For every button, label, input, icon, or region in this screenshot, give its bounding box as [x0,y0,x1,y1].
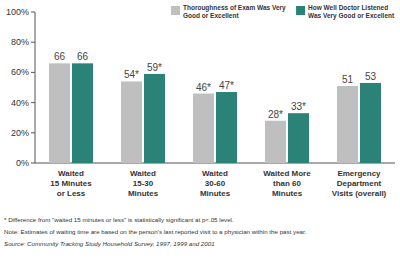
data-label: 66 [77,51,89,62]
bar [337,86,358,163]
data-label: 59* [147,62,162,73]
y-axis [35,12,36,163]
bar [72,63,93,163]
legend-entry: How Well Doctor ListenedWas Very Good or… [296,4,395,20]
x-tick-label: EmergencyDepartmentVisits (overall) [332,169,387,198]
data-label: 66 [54,51,66,62]
y-tick [31,42,35,43]
bar [121,81,142,163]
y-tick-label: 60% [11,67,29,77]
y-tick-label: 80% [11,37,29,47]
y-tick [31,163,35,164]
legend-label: How Well Doctor ListenedWas Very Good or… [308,4,395,20]
legend-swatch [296,6,305,15]
y-tick [31,132,35,133]
data-label: 46* [196,82,211,93]
bar [193,94,214,163]
legend-swatch [171,6,180,15]
annotation: * Difference from "waited 15 minutes or … [4,216,234,223]
x-tick-label: Waited Morethan 60Minutes [263,169,311,198]
data-label: 54* [124,69,139,80]
y-tick [31,72,35,73]
legend-entry: Thoroughness of Exam Was VeryGood or Exc… [171,4,286,19]
data-label: 53 [365,71,377,82]
y-tick-label: 20% [11,128,29,138]
bar [49,63,70,163]
bar [216,92,237,163]
y-tick-label: 40% [11,98,29,108]
annotation: Source: Community Tracking Study Househo… [4,240,215,247]
y-tick [31,12,35,13]
y-tick [31,102,35,103]
data-label: 33* [291,101,306,112]
legend-label: Thoroughness of Exam Was VeryGood or Exc… [183,4,286,19]
bar [288,113,309,163]
x-tick-label: Waited15-30Minutes [128,169,159,198]
bars [49,63,381,163]
data-label: 51 [342,74,354,85]
data-label: 28* [268,109,283,120]
y-tick-label: 0% [16,158,29,168]
annotation: Note: Estimates of waiting time are base… [4,228,307,235]
bar [265,121,286,163]
data-label: 47* [219,80,234,91]
x-tick-label: Waited30-60Minutes [200,169,231,198]
bar [360,83,381,163]
x-tick-label: Waited15 Minutesor Less [50,169,92,198]
bar [144,74,165,163]
y-tick-label: 100% [6,7,29,17]
